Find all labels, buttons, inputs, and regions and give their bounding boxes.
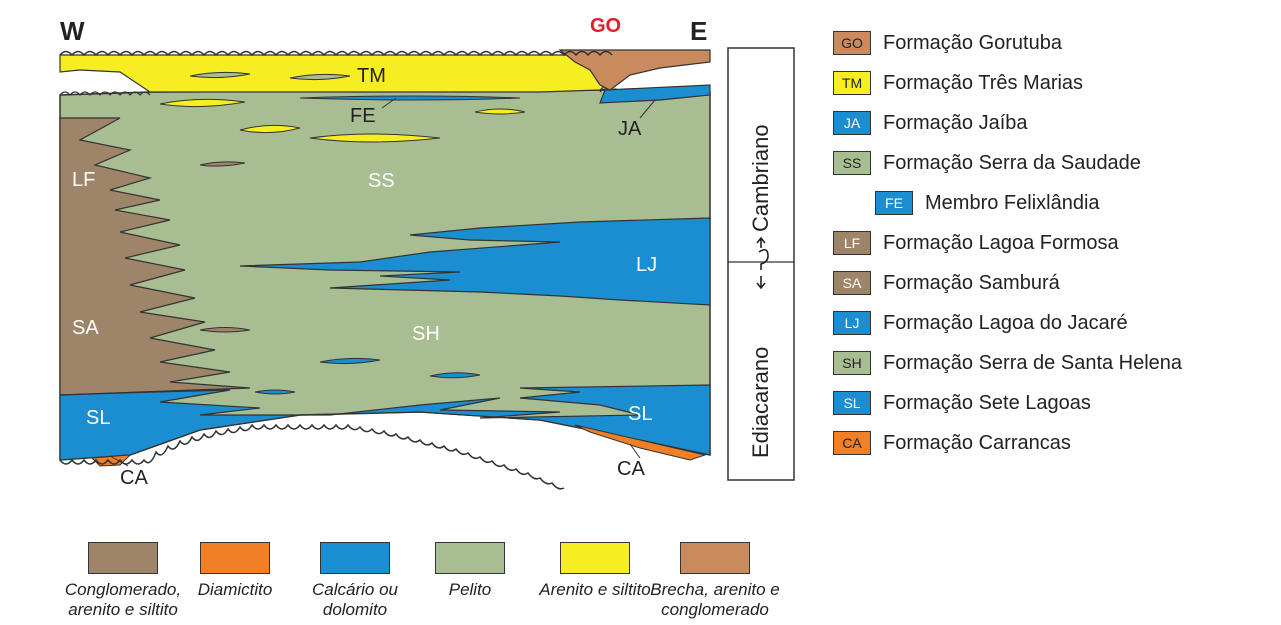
legend-swatch: FE	[875, 191, 913, 215]
legend-item-ss: SS Formação Serra da Saudade	[833, 150, 1141, 176]
lens-congl-1	[199, 161, 246, 167]
ja-leader	[639, 99, 656, 119]
legend-item-tm: TM Formação Três Marias	[833, 70, 1083, 96]
unit-sandstone-tm	[59, 54, 612, 93]
legend-label: Formação Gorutuba	[883, 31, 1062, 54]
legend-label: Formação Carrancas	[883, 431, 1071, 454]
lens-congl-2	[199, 327, 251, 333]
sa-label: SA	[72, 317, 99, 339]
unit-carbonate-lj	[239, 217, 711, 306]
legend-label: Formação Serra de Santa Helena	[883, 351, 1183, 374]
unit-carbonate-ja	[599, 84, 711, 104]
lithology-swatch	[200, 542, 270, 574]
lithology-swatch	[88, 542, 158, 574]
lithology-label: Pelito	[448, 580, 492, 599]
legend-swatch: TM	[833, 71, 871, 95]
lens-fe-1	[299, 95, 521, 101]
unit-conglomerate-left	[59, 117, 251, 396]
legend-swatch: SH	[833, 351, 871, 375]
legend-item-ja: JA Formação Jaíba	[833, 110, 1028, 136]
lens-carb-1	[319, 357, 381, 365]
legend-item-ca: CA Formação Carrancas	[833, 430, 1071, 456]
legend-item-sh: SH Formação Serra de Santa Helena	[833, 350, 1182, 376]
legend-item-fe: FE Membro Felixlândia	[875, 190, 1100, 216]
fe-label: FE	[350, 105, 376, 127]
legend-swatch: CA	[833, 431, 871, 455]
unit-diamictite-right	[574, 424, 707, 461]
fe-leader	[381, 97, 397, 109]
legend-swatch: SL	[833, 391, 871, 415]
lens-carb-2	[429, 372, 481, 379]
lithology-item: Diamictito	[160, 542, 310, 600]
legend-swatch: JA	[833, 111, 871, 135]
legend-label: Formação Sete Lagoas	[883, 391, 1091, 414]
lens-sand-3	[309, 133, 441, 143]
legend-label: Formação Jaíba	[883, 111, 1028, 134]
lithology-label: Arenito e siltito	[539, 580, 651, 599]
lithology-item: Pelito	[395, 542, 545, 600]
legend-label: Formação Lagoa do Jacaré	[883, 311, 1128, 334]
legend-label: Formação Samburá	[883, 271, 1060, 294]
lens-sand-4	[474, 108, 526, 115]
legend-swatch: LJ	[833, 311, 871, 335]
lens-sand-2	[239, 124, 301, 134]
ss-label: SS	[368, 170, 395, 192]
east-label: E	[690, 16, 707, 46]
sl-left-label: SL	[86, 407, 110, 429]
ca-left-label: CA	[120, 467, 148, 489]
lens-tm-2	[289, 73, 351, 81]
lithology-swatch	[680, 542, 750, 574]
lj-label: LJ	[636, 254, 657, 276]
lithology-swatch	[560, 542, 630, 574]
legend-swatch: LF	[833, 231, 871, 255]
lithology-swatch	[320, 542, 390, 574]
legend-item-go: GO Formação Gorutuba	[833, 30, 1062, 56]
lithology-item: Calcário ou dolomito	[280, 542, 430, 620]
legend-swatch: GO	[833, 31, 871, 55]
unit-carbonate-sl	[59, 384, 711, 461]
lithology-item: Arenito e siltito	[520, 542, 670, 600]
lf-label: LF	[72, 169, 95, 191]
legend-label: Membro Felixlândia	[925, 191, 1100, 214]
ja-label: JA	[618, 118, 642, 140]
go-label: GO	[590, 15, 621, 37]
legend-item-lj: LJ Formação Lagoa do Jacaré	[833, 310, 1128, 336]
lithology-item: Brecha, arenito e conglomerado	[640, 542, 790, 620]
lithology-item: Conglomerado, arenito e siltito	[48, 542, 198, 620]
sh-label: SH	[412, 323, 440, 345]
base-unconformity-line	[59, 423, 565, 490]
boundary-uncertainty-icon	[756, 236, 769, 290]
legend-item-sa: SA Formação Samburá	[833, 270, 1060, 296]
legend-label: Formação Três Marias	[883, 71, 1084, 94]
lithology-swatch	[435, 542, 505, 574]
period-ediacaran: Ediacarano	[748, 347, 773, 458]
ca-left-leader	[109, 455, 129, 467]
lithology-label: Calcário ou dolomito	[312, 580, 398, 619]
legend-swatch: SA	[833, 271, 871, 295]
lens-carb-3	[254, 389, 296, 395]
legend-item-lf: LF Formação Lagoa Formosa	[833, 230, 1119, 256]
legend-item-sl: SL Formação Sete Lagoas	[833, 390, 1091, 416]
unit-breccia-go	[558, 49, 711, 91]
lithology-label: Conglomerado, arenito e siltito	[64, 580, 182, 619]
top-surface-line	[59, 50, 613, 57]
lens-sand-1	[159, 98, 246, 108]
sl-right-label: SL	[628, 403, 652, 425]
tm-label: TM	[357, 65, 386, 87]
lithology-label: Diamictito	[197, 580, 273, 599]
legend-swatch: SS	[833, 151, 871, 175]
ca-right-label: CA	[617, 458, 645, 480]
lithology-label: Brecha, arenito e conglomerado	[650, 580, 780, 619]
period-cambrian: Cambriano	[748, 124, 773, 232]
legend-label: Formação Serra da Saudade	[883, 151, 1141, 174]
legend-label: Formação Lagoa Formosa	[883, 231, 1119, 254]
ca-right-leader	[629, 443, 641, 459]
west-label: W	[60, 16, 85, 46]
lens-tm-1	[189, 71, 251, 79]
